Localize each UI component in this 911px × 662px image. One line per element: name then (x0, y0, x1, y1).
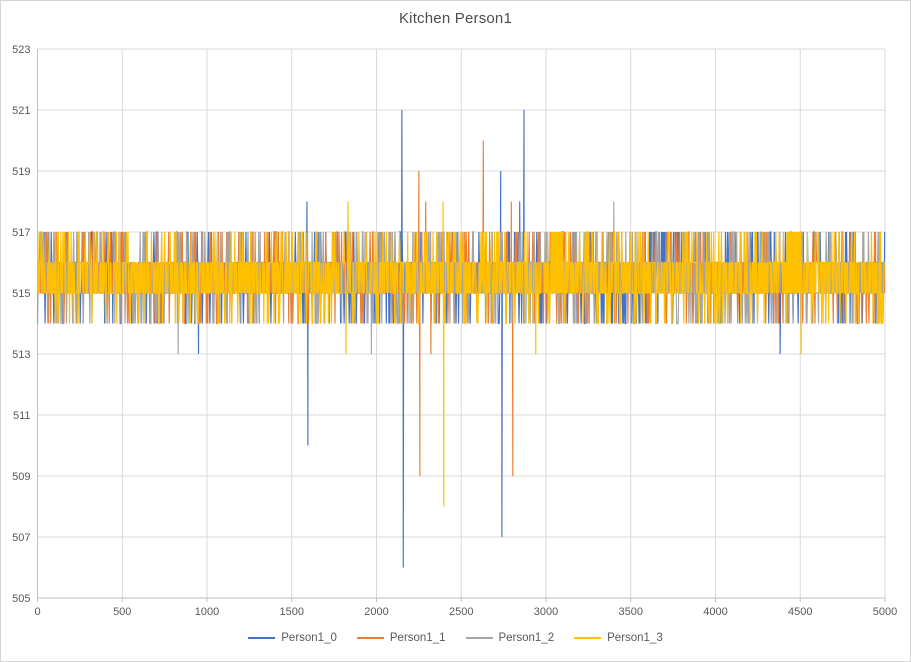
x-axis-label: 3000 (534, 606, 558, 618)
y-axis-label: 507 (12, 532, 30, 544)
x-axis-label: 4500 (788, 606, 812, 618)
legend-item-person1_1: Person1_1 (356, 632, 446, 644)
y-axis-label: 511 (13, 410, 31, 422)
chart-title: Kitchen Person1 (398, 10, 513, 27)
y-axis-label: 515 (12, 288, 30, 300)
x-axis-label: 2000 (364, 606, 388, 618)
series-line-person1_3 (36, 201, 885, 507)
legend-label: Person1_1 (389, 632, 446, 644)
x-axis-label: 3500 (619, 606, 643, 618)
x-axis-label: 500 (113, 606, 131, 618)
y-axis-label: 519 (12, 166, 30, 178)
legend-label: Person1_2 (498, 632, 555, 644)
legend-swatch-icon (465, 636, 493, 640)
x-axis-label: 2500 (449, 606, 473, 618)
y-axis-label: 505 (12, 593, 30, 605)
legend-swatch-icon (574, 636, 602, 640)
x-axis-label: 5000 (873, 606, 897, 618)
x-axis-label: 0 (34, 606, 40, 618)
legend-label: Person1_0 (281, 632, 337, 644)
legend-item-person1_3: Person1_3 (574, 632, 663, 644)
x-axis-label: 1500 (280, 606, 304, 618)
y-axis-label: 509 (12, 471, 30, 483)
legend: Person1_0 Person1_1 Person1_2 Person1_3 (1, 627, 910, 649)
y-axis-label: 521 (12, 105, 30, 117)
x-axis-label: 4000 (703, 606, 727, 618)
y-axis-label: 513 (12, 349, 30, 361)
y-axis-label: 523 (12, 44, 30, 56)
legend-item-person1_2: Person1_2 (465, 632, 555, 644)
legend-swatch-icon (356, 636, 384, 640)
legend-label: Person1_3 (607, 632, 663, 644)
legend-item-person1_0: Person1_0 (248, 632, 337, 644)
legend-swatch-icon (248, 636, 276, 640)
y-axis-label: 517 (12, 227, 30, 239)
x-axis-label: 1000 (195, 606, 219, 618)
